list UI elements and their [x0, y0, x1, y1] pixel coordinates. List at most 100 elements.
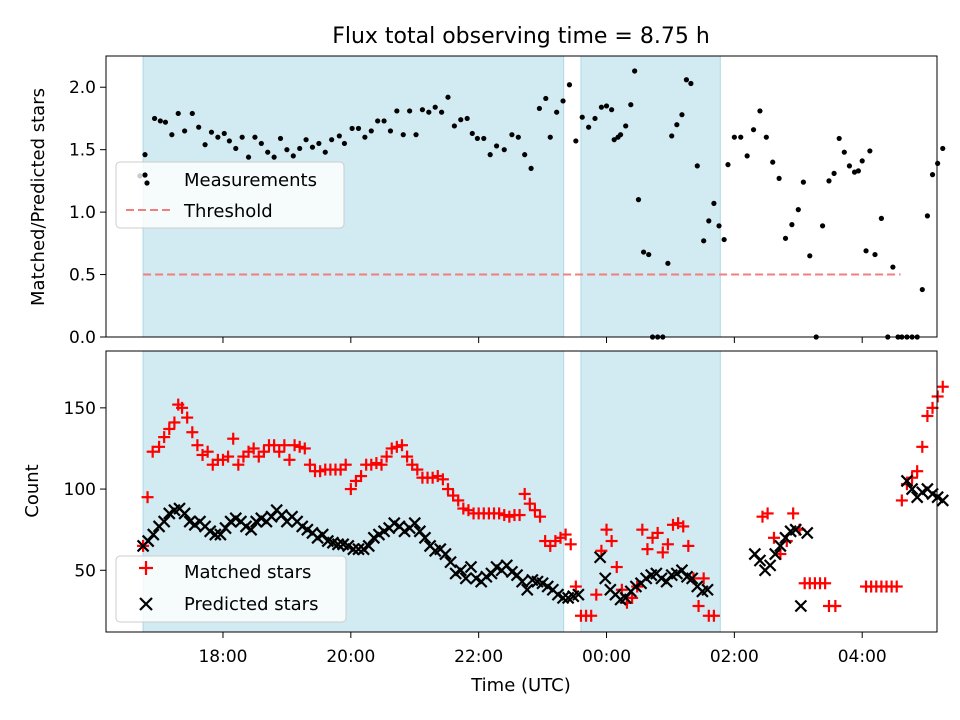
measurement-point	[316, 140, 322, 147]
measurement-point	[271, 154, 277, 160]
measurement-point	[721, 236, 727, 243]
measurement-point	[501, 147, 507, 153]
predicted-star-point	[768, 547, 782, 561]
x-tick-label: 02:00	[710, 647, 759, 667]
measurement-point	[694, 163, 700, 169]
measurement-point	[196, 124, 202, 130]
measurement-point	[725, 162, 731, 168]
matched-star-point	[895, 494, 908, 507]
measurement-point	[665, 260, 671, 266]
predicted-star-point	[147, 528, 160, 541]
measurement-point	[336, 133, 342, 139]
matched-star-point	[610, 561, 623, 574]
measurement-point	[598, 104, 605, 110]
matched-star-point	[201, 445, 214, 458]
measurement-point	[438, 109, 445, 115]
predicted-star-point	[520, 583, 534, 597]
measurement-point	[683, 77, 690, 83]
matched-star-point	[528, 504, 541, 517]
measurement-point	[855, 168, 861, 174]
measurement-point	[407, 108, 413, 114]
matched-star-point	[518, 487, 531, 500]
measurement-point	[731, 134, 737, 140]
predicted-star-points	[136, 474, 950, 613]
matched-star-point	[503, 510, 516, 523]
measurement-point	[863, 248, 869, 254]
measurement-point	[579, 114, 585, 120]
matched-star-point	[441, 483, 454, 496]
matched-star-point	[153, 440, 166, 453]
predicted-star-point	[794, 599, 808, 613]
predicted-star-point	[515, 575, 529, 588]
matched-star-point	[163, 422, 176, 435]
bottom-y-tick-label: 150	[64, 399, 96, 419]
legend-measurement-marker-2	[144, 180, 150, 186]
measurement-point	[419, 107, 426, 113]
x-axis-label: Time (UTC)	[470, 675, 571, 696]
measurement-point	[215, 134, 221, 140]
matched-star-point	[641, 543, 654, 556]
x-tick-label: 18:00	[198, 647, 247, 667]
measurement-point	[878, 215, 884, 221]
predicted-star-point	[464, 560, 478, 574]
top-y-ticks: 0.0 0.5 1.0 1.5 2.0	[69, 78, 106, 348]
matched-star-point	[767, 531, 780, 544]
matched-star-point	[436, 473, 449, 486]
measurement-point	[669, 133, 675, 139]
bottom-y-tick-label: 100	[64, 480, 96, 500]
matched-star-point	[339, 458, 352, 471]
matched-star-point	[829, 600, 842, 613]
matched-star-point	[911, 465, 924, 478]
predicted-star-point	[444, 555, 457, 569]
matched-star-point	[227, 432, 240, 445]
matched-star-point	[293, 440, 306, 453]
legend-measurements-label: Measurements	[184, 170, 317, 191]
measurement-point	[277, 135, 284, 142]
measurement-point	[458, 117, 464, 123]
measurement-point	[573, 138, 579, 144]
matched-star-point	[666, 518, 679, 531]
matched-star-point	[682, 539, 695, 552]
predicted-star-point	[905, 482, 919, 496]
matched-star-point	[569, 580, 582, 593]
matched-star-point	[564, 538, 577, 551]
measurement-point	[859, 158, 865, 164]
predicted-star-point	[157, 515, 171, 528]
top-y-tick-label: 2.0	[69, 78, 96, 98]
measurement-point	[522, 152, 528, 158]
matched-star-point	[411, 463, 424, 476]
measurement-point	[252, 134, 258, 140]
matched-star-point	[661, 538, 674, 551]
measurement-point	[706, 218, 712, 224]
measurement-point	[679, 112, 685, 118]
measurement-point	[387, 128, 394, 134]
measurement-point	[890, 264, 896, 270]
measurement-point	[355, 125, 362, 132]
measurement-point	[547, 134, 553, 140]
measurement-point	[290, 153, 296, 159]
measurement-point	[509, 132, 515, 138]
matched-star-point	[585, 609, 598, 622]
matched-star-point	[931, 390, 944, 403]
measurement-point	[284, 147, 290, 153]
matched-star-point	[921, 409, 934, 422]
bottom-y-axis-label: Count	[22, 464, 43, 517]
measurement-point	[836, 135, 842, 142]
measurement-point	[919, 286, 925, 293]
bottom-y-tick-label: 50	[74, 561, 96, 581]
x-tick-label: 22:00	[454, 647, 503, 667]
measurement-point	[221, 130, 227, 137]
predicted-star-point	[178, 507, 191, 520]
predicted-star-point	[209, 528, 222, 541]
measurement-point	[628, 102, 634, 108]
matched-star-point	[656, 546, 669, 559]
legend-measurement-marker	[142, 172, 148, 178]
measurement-point	[782, 235, 789, 241]
measurement-points	[137, 68, 946, 340]
measurement-point	[432, 104, 438, 110]
predicted-star-point	[800, 526, 814, 540]
x-tick-label: 00:00	[582, 647, 631, 667]
matched-star-point	[141, 491, 154, 504]
measurement-point	[303, 137, 309, 143]
